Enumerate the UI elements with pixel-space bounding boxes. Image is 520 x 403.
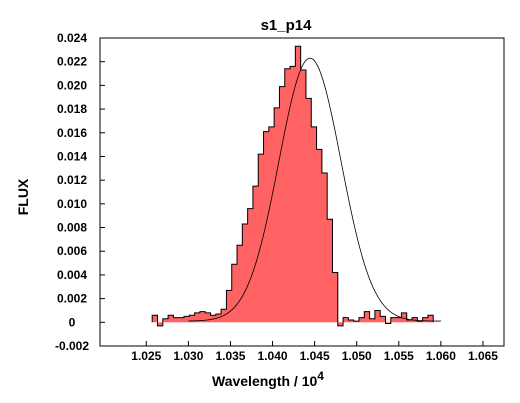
histogram-bin	[374, 310, 381, 323]
x-tick-label: 1.040	[258, 349, 288, 363]
y-tick-label: 0.008	[57, 221, 87, 235]
histogram-bin	[183, 316, 190, 323]
y-tick-label: 0.014	[57, 149, 87, 163]
histogram-bin	[279, 86, 286, 323]
histogram-bin	[343, 317, 349, 323]
histogram-series	[151, 45, 434, 327]
chart-title: s1_p14	[261, 17, 313, 34]
histogram-bin	[242, 223, 249, 323]
gaussian-fit-curve	[188, 57, 441, 322]
histogram-bin	[290, 66, 296, 323]
y-tick-label: 0.010	[57, 197, 87, 211]
y-tick-label: 0.006	[57, 244, 87, 258]
histogram-bin	[189, 315, 196, 323]
y-tick-label: -0.002	[55, 339, 89, 353]
x-tick-label: 1.035	[215, 349, 245, 363]
histogram-bin	[396, 317, 402, 323]
histogram-bin	[337, 322, 344, 326]
histogram-bin	[358, 317, 365, 323]
histogram-bin	[417, 321, 424, 323]
histogram-bin	[316, 149, 323, 323]
histogram-bin	[258, 154, 264, 323]
histogram-bin	[199, 311, 206, 323]
y-axis: -0.002 0 0.002 0.004 0.006 0.008 0.010 0.012 0.0…	[55, 31, 105, 353]
histogram-bin	[364, 311, 370, 323]
x-tick-label: 1.060	[426, 349, 456, 363]
histogram-bin	[284, 68, 291, 323]
histogram-bin	[406, 319, 413, 323]
x-tick-label: 1.065	[468, 349, 498, 363]
y-tick-label: 0.004	[57, 268, 87, 282]
histogram-bin	[263, 131, 270, 323]
histogram-bin	[268, 126, 275, 323]
y-tick-label: 0	[69, 315, 76, 329]
histogram-bin	[427, 315, 434, 323]
histogram-bin	[168, 315, 174, 323]
histogram-bin	[305, 98, 312, 323]
x-tick-label: 1.045	[300, 349, 330, 363]
histogram-bin	[231, 264, 238, 323]
y-tick-label: 0.002	[57, 292, 87, 306]
histogram-bin	[348, 319, 355, 323]
histogram-bin	[422, 317, 429, 323]
histogram-bin	[173, 317, 180, 323]
histogram-bin	[157, 322, 164, 326]
x-tick-label: 1.055	[384, 349, 414, 363]
x-tick-label: 1.050	[342, 349, 372, 363]
x-tick-label: 1.025	[131, 349, 161, 363]
y-tick-label: 0.020	[57, 78, 87, 92]
histogram-bin	[226, 290, 233, 323]
histogram-bin	[205, 312, 211, 323]
histogram-bin	[221, 309, 227, 323]
plot-area	[151, 45, 441, 327]
x-axis-title-base: Wavelength / 10	[212, 373, 318, 389]
histogram-bin	[300, 69, 307, 323]
plot-frame	[99, 37, 505, 347]
histogram-bin	[152, 315, 158, 323]
histogram-bin	[380, 316, 386, 323]
histogram-bin	[194, 312, 201, 323]
histogram-outline	[151, 45, 434, 327]
histogram-bin	[215, 314, 222, 323]
histogram-bin	[237, 245, 243, 323]
histogram-bin	[332, 272, 339, 323]
y-tick-label: 0.016	[57, 126, 87, 140]
histogram-bin	[162, 318, 169, 323]
histogram-bin	[390, 317, 397, 323]
x-axis: 1.025 1.030 1.035 1.040 1.045 1.050 1.055 1.060…	[131, 341, 498, 363]
histogram-bin	[247, 208, 254, 323]
histogram-bin	[327, 219, 333, 323]
histogram-bin	[321, 173, 328, 323]
histogram-bin	[311, 126, 317, 323]
y-tick-label: 0.024	[57, 31, 87, 45]
x-axis-title-exponent: 4	[317, 369, 324, 383]
histogram-bin	[178, 317, 185, 323]
histogram-bin	[252, 186, 259, 323]
x-axis-title: Wavelength / 104	[212, 369, 324, 389]
x-tick-label: 1.030	[173, 349, 203, 363]
histogram-bin	[295, 46, 302, 323]
y-axis-title: FLUX	[15, 178, 31, 215]
histogram-bin	[353, 321, 360, 323]
histogram-bin	[274, 107, 280, 323]
histogram-bin	[401, 312, 408, 323]
y-tick-label: 0.012	[57, 173, 87, 187]
histogram-bin	[385, 322, 392, 324]
y-tick-label: 0.022	[57, 55, 87, 69]
histogram-bin	[369, 318, 376, 323]
y-tick-label: 0.018	[57, 102, 87, 116]
